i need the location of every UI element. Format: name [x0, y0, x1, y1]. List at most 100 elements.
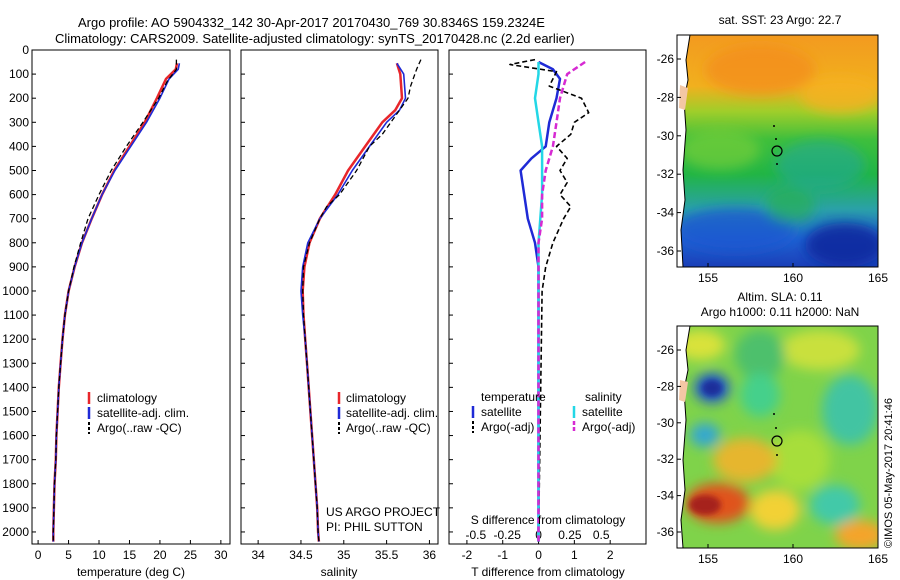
depth-tick-label: 700: [9, 212, 29, 226]
x-tick-label: -2: [462, 548, 473, 562]
map-x-tick-label: 155: [698, 552, 718, 566]
series-climatology: [52, 63, 179, 542]
depth-tick-label: 500: [9, 163, 29, 177]
sst-y-ticks: -26 -28 -30 -32 -34 -36: [657, 52, 681, 258]
map-y-tick-label: -34: [657, 489, 675, 503]
map-y-tick-label: -30: [657, 416, 675, 430]
s-difference-top-label: S difference from climatology: [471, 513, 626, 527]
map-y-tick-label: -30: [657, 129, 675, 143]
series-climatology: [301, 62, 404, 542]
series-satellite-adj-clim-: [52, 63, 181, 542]
x-tick-label: 10: [92, 548, 106, 562]
difference-legend: temperature salinity satellite Argo(-adj…: [471, 390, 635, 434]
title-line1: Argo profile: AO 5904332_142 30-Apr-2017…: [78, 15, 545, 30]
x-tick-label: 20: [153, 548, 167, 562]
legend-t-argo-label: Argo(-adj): [481, 420, 534, 434]
depth-tick-label: 1300: [2, 356, 29, 370]
map-y-tick-label: -26: [657, 52, 675, 66]
project-note: US ARGO PROJECT: [326, 505, 441, 519]
map-y-tick-label: -26: [657, 343, 675, 357]
map-x-tick-label: 160: [783, 552, 803, 566]
difference-axes-frame: [448, 49, 647, 545]
legend-argo-label: Argo(..raw -QC): [346, 421, 431, 435]
depth-tick-label: 1400: [2, 380, 29, 394]
difference-series: [509, 58, 590, 542]
x-tick-label: 0: [35, 548, 42, 562]
depth-axis: 0 100 200 300 400 500 600 700 800 900 1000 1100 1200…: [2, 43, 453, 539]
sst-argo-location-marker: [771, 145, 783, 157]
title-line2: Climatology: CARS2009. Satellite-adjuste…: [55, 31, 575, 46]
depth-tick-label: 1900: [2, 501, 29, 515]
temperature-legend: climatology satellite-adj. clim. Argo(..…: [87, 391, 189, 435]
s-tick-label: -0.5: [466, 528, 487, 542]
depth-tick-label: 1100: [3, 308, 29, 322]
x-tick-label: 34.5: [289, 548, 313, 562]
temperature-series: [52, 59, 181, 542]
map-x-tick-label: 160: [783, 271, 803, 285]
series-argo-raw-qc-: [52, 59, 178, 542]
t-difference-x-label: T difference from climatology: [471, 565, 625, 579]
legend-temperature-title: temperature: [481, 390, 546, 404]
legend-climatology-label: climatology: [97, 391, 157, 405]
sla-y-ticks: -26 -28 -30 -32 -34 -36: [657, 343, 681, 539]
legend-satellite-label: satellite-adj. clim.: [346, 406, 438, 420]
x-tick-label: 36: [423, 548, 437, 562]
x-tick-label: -1: [497, 548, 508, 562]
series-salinity-argo-adj-: [537, 60, 586, 542]
legend-climatology-label: climatology: [346, 391, 406, 405]
t-difference-x-ticks: -2 -1 0 1 2: [462, 540, 614, 562]
depth-tick-label: 1700: [2, 453, 29, 467]
x-tick-label: 34: [251, 548, 265, 562]
sla-track-dots: [773, 413, 778, 456]
map-y-tick-label: -36: [657, 525, 675, 539]
map-y-tick-label: -32: [657, 167, 675, 181]
temperature-x-ticks: 0 5 10 15 20 25 30: [35, 540, 228, 562]
legend-argo-label: Argo(..raw -QC): [97, 421, 182, 435]
depth-tick-label: 1500: [2, 404, 29, 418]
map-y-tick-label: -36: [657, 244, 675, 258]
depth-tick-label: 1600: [2, 429, 29, 443]
temperature-x-label: temperature (deg C): [77, 565, 185, 579]
depth-tick-label: 1200: [2, 332, 29, 346]
depth-tick-label: 800: [9, 236, 29, 250]
map-y-tick-label: -32: [657, 452, 675, 466]
legend-t-satellite-label: satellite: [481, 405, 522, 419]
depth-tick-label: 1000: [2, 284, 29, 298]
series-temperature-argo-adj-: [509, 58, 590, 542]
map-y-tick-label: -28: [657, 90, 675, 104]
salinity-x-ticks: 34 34.5 35 35.5 36: [251, 540, 436, 562]
legend-s-argo-label: Argo(-adj): [582, 420, 635, 434]
legend-satellite-label: satellite-adj. clim.: [97, 406, 189, 420]
x-tick-label: 5: [65, 548, 72, 562]
series-satellite-adj-clim-: [300, 62, 407, 542]
depth-tick-label: 1800: [2, 477, 29, 491]
sst-map: sat. SST: 23 Argo: 22.7 -26-28-30-32-34-…: [657, 13, 889, 285]
sst-track-dots: [773, 125, 778, 165]
sst-map-title: sat. SST: 23 Argo: 22.7: [719, 13, 842, 27]
imos-credit: ©IMOS 05-May-2017 20:41:46: [883, 398, 895, 548]
x-tick-label: 2: [607, 548, 614, 562]
sla-map: Altim. SLA: 0.11 Argo h1000: 0.11 h2000:…: [657, 290, 889, 566]
x-tick-label: 35: [337, 548, 351, 562]
x-tick-label: 1: [571, 548, 578, 562]
depth-tick-label: 600: [9, 188, 29, 202]
depth-tick-label: 300: [9, 115, 29, 129]
map-x-tick-label: 165: [868, 552, 888, 566]
legend-s-satellite-label: satellite: [582, 405, 623, 419]
sla-argo-location-marker: [771, 435, 783, 447]
x-tick-label: 15: [123, 548, 137, 562]
temperature-axes-frame: [31, 49, 231, 545]
map-y-tick-label: -34: [657, 206, 675, 220]
sst-x-ticks: 155 160 165: [698, 263, 888, 285]
salinity-x-label: salinity: [321, 565, 358, 579]
x-tick-label: 30: [214, 548, 228, 562]
depth-tick-label: 400: [9, 139, 29, 153]
depth-tick-label: 2000: [2, 525, 29, 539]
x-tick-label: 0: [535, 548, 542, 562]
salinity-legend: climatology satellite-adj. clim. Argo(..…: [326, 391, 441, 534]
depth-tick-label: 0: [22, 43, 29, 57]
sla-x-ticks: 155 160 165: [698, 544, 888, 566]
s-tick-label: 0.25: [558, 528, 582, 542]
legend-salinity-title: salinity: [585, 390, 622, 404]
